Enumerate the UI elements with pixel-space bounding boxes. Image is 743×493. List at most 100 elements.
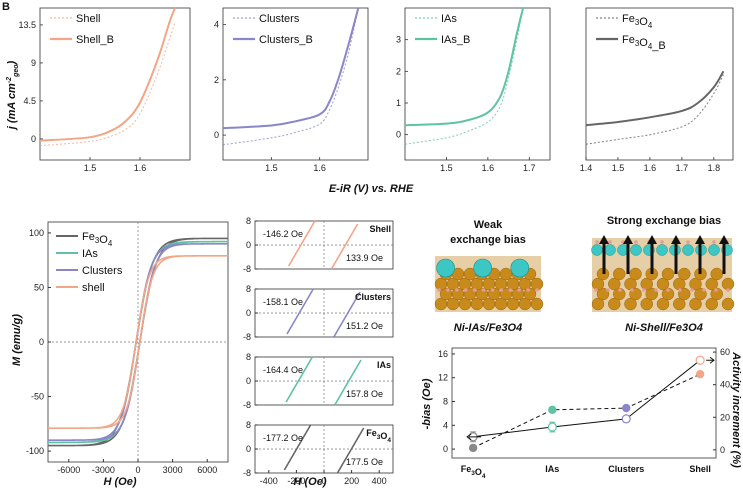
y-tick-label: -50	[31, 392, 44, 402]
coercivity-right-label: 177.5 Oe	[346, 457, 383, 467]
fe-atom	[705, 277, 718, 291]
x-tick-label: -6000	[57, 465, 80, 475]
schematic-strong: Strong exchange bias Ni-Shell/Fe3O4	[591, 215, 735, 334]
hysteresis-panel: -6000 -3000 0 3000 6000 -100 -50 0 50 100 Fe3O4IAs…	[26, 221, 229, 475]
category-label: Clusters	[608, 464, 644, 474]
fe-atom	[673, 297, 686, 311]
o-atom	[666, 288, 670, 292]
y-tick-label-left: 16	[438, 349, 448, 359]
x-tick-label: 1.5	[265, 163, 278, 173]
series-line-Fe3O4	[585, 74, 724, 145]
series-line-Clusters_B	[222, 7, 360, 130]
y-tick-label: 50	[34, 282, 44, 292]
category-label: IAs	[545, 464, 559, 474]
lsv-panel-shell: 1.5 1.6 0 4.5 9 13.5 Shell Shell_B	[18, 7, 191, 173]
zoom-panel-Clusters: -8 0 8 -158.1 Oe 151.2 Oe Clusters	[243, 284, 394, 342]
o-atom	[455, 288, 459, 292]
y-tick-label: 1	[396, 98, 401, 108]
weak-title-line2: exchange bias	[450, 234, 526, 246]
y-tick-label: 4	[214, 20, 219, 30]
o-atom	[618, 288, 622, 292]
coercivity-right-label: 157.8 Oe	[346, 389, 383, 399]
panel-name: Shell	[369, 224, 391, 234]
legend-label: Shell_B	[76, 34, 114, 46]
x-tick-label: 1.6	[134, 163, 147, 173]
y-tick-label: 2	[396, 66, 401, 76]
y-tick-label-right: 60	[720, 347, 730, 357]
y-tick-label: 0	[39, 337, 44, 347]
legend-label: Fe3O4	[622, 13, 653, 30]
schematic-weak: Weak exchange bias Ni-IAs/Fe3O4	[434, 219, 544, 334]
x-tick-label: 1.8	[708, 163, 721, 173]
category-label: Fe3O4	[461, 464, 486, 480]
x-tick-label: 1.7	[676, 163, 689, 173]
ni-shell-atom	[591, 244, 603, 256]
x-tick-label: -3000	[92, 465, 115, 475]
weak-caption: Ni-IAs/Fe3O4	[454, 322, 522, 334]
o-atom	[437, 288, 441, 292]
y-tick-label: 0	[246, 444, 251, 454]
fe-atom	[640, 297, 653, 311]
bias-point	[622, 403, 631, 413]
y-tick-label: 8	[246, 284, 251, 294]
bias-ylabel-right: Activity increment (%)	[730, 351, 742, 468]
fe-atom	[705, 297, 718, 311]
fe-atom	[689, 297, 702, 311]
ni-island	[436, 258, 455, 278]
lsv-panel-ias: 1.5 1.6 1.7 0 1 2 3 IAs IAs_B	[396, 7, 551, 173]
axis-arrow-left	[466, 433, 482, 441]
arrow-head	[671, 235, 681, 244]
fe-atom	[710, 287, 723, 301]
fe-atom	[608, 277, 621, 291]
y-tick-label: 0	[246, 240, 251, 250]
x-tick-label: -200	[287, 476, 305, 486]
o-atom	[481, 288, 486, 292]
o-atom	[499, 288, 504, 292]
y-tick-label-right: 40	[720, 380, 730, 390]
y-tick-label-left: 12	[438, 373, 448, 383]
ni-shell-atom	[682, 244, 694, 256]
y-tick-label: -8	[243, 264, 251, 274]
bias-point	[468, 443, 478, 453]
fe-atom	[596, 287, 610, 301]
strong-title: Strong exchange bias	[607, 215, 721, 227]
activity-point	[547, 422, 557, 432]
fe-atom	[661, 287, 675, 301]
o-atom	[594, 288, 598, 292]
activity-line	[473, 359, 701, 438]
o-atom	[702, 288, 706, 292]
x-tick-label: -400	[260, 476, 278, 486]
coercivity-right-label: 151.2 Oe	[346, 321, 383, 331]
o-atom	[608, 240, 612, 244]
fe-atom	[710, 267, 723, 281]
branch-left	[283, 424, 312, 471]
o-atom	[678, 288, 682, 292]
ni-shell-atom	[630, 244, 642, 256]
panel-name: IAs	[377, 360, 391, 370]
o-atom	[660, 240, 664, 244]
legend-label: Fe3O4_B	[622, 34, 666, 52]
plot-frame	[451, 347, 717, 459]
y-tick-label: 100	[29, 228, 44, 238]
fe-atom	[640, 277, 653, 291]
legend-label: shell	[82, 282, 105, 294]
strong-caption: Ni-Shell/Fe3O4	[625, 322, 703, 334]
o-atom	[463, 288, 468, 292]
o-atom	[446, 288, 450, 292]
o-atom	[517, 288, 521, 292]
panel-name: Clusters	[355, 292, 391, 302]
coercivity-left-label: -146.2 Oe	[263, 229, 303, 239]
arrow-head	[647, 235, 657, 244]
y-tick-label: -8	[243, 468, 251, 478]
fe-atom	[613, 287, 626, 301]
y-tick-label: 8	[246, 352, 251, 362]
o-atom	[490, 288, 495, 292]
activity-point	[621, 414, 631, 424]
ni-shell-atom	[708, 244, 720, 256]
y-tick-label: 8	[246, 420, 251, 430]
o-atom	[634, 240, 638, 244]
zoom-panel-Fe3O4: -8 0 8 -177.2 Oe 177.5 Oe Fe3O4 -400 -200 0 200 40…	[243, 420, 394, 486]
y-tick-label: 8	[246, 216, 251, 226]
ni-island	[473, 258, 493, 278]
o-atom	[686, 240, 690, 244]
